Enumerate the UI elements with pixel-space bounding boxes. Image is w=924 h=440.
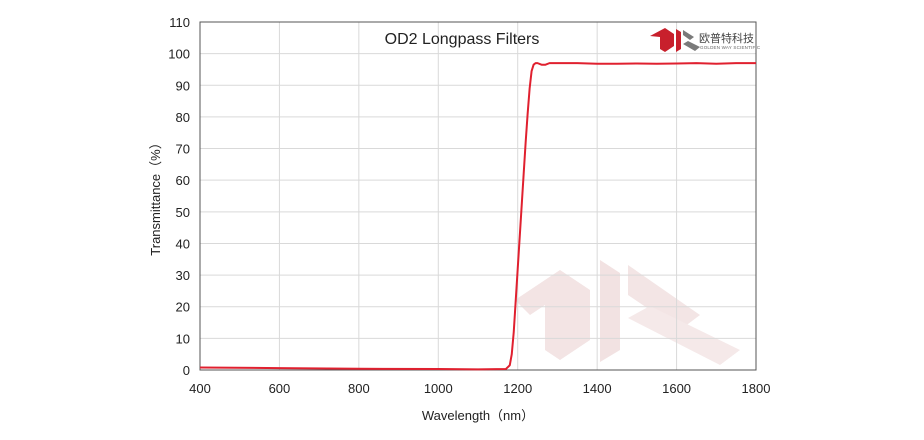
x-tick-label: 400 [189, 381, 211, 396]
x-axis-ticks: 400 600 800 1000 1200 1400 1600 1800 [189, 381, 770, 396]
y-tick-label: 110 [169, 15, 190, 30]
series-line-0 [199, 62, 756, 371]
y-tick-label: 100 [168, 47, 190, 62]
series-layer [199, 62, 756, 371]
chart-title: OD2 Longpass Filters [385, 31, 540, 48]
y-tick-label: 50 [176, 205, 190, 220]
y-axis-ticks: 0 10 20 30 40 50 60 70 80 90 100 110 [168, 15, 190, 378]
x-tick-label: 1200 [503, 381, 532, 396]
y-tick-label: 20 [176, 300, 190, 315]
brand-logo: 欧普特科技 GOLDEN WAY SCIENTIFIC [650, 28, 761, 52]
x-axis-title: Wavelength（nm） [422, 408, 534, 423]
y-tick-label: 10 [176, 331, 190, 346]
x-tick-label: 1000 [424, 381, 453, 396]
x-tick-label: 800 [348, 381, 370, 396]
logo-subtitle: GOLDEN WAY SCIENTIFIC [700, 45, 761, 50]
gridlines [200, 22, 756, 370]
x-tick-label: 1400 [583, 381, 612, 396]
x-tick-label: 1800 [742, 381, 771, 396]
y-axis-title: Transmittance（%） [148, 136, 163, 255]
y-tick-label: 40 [176, 236, 190, 251]
y-tick-label: 60 [176, 173, 190, 188]
x-tick-label: 1600 [662, 381, 691, 396]
y-tick-label: 30 [176, 268, 190, 283]
y-tick-label: 0 [183, 363, 190, 378]
watermark [515, 260, 740, 365]
y-tick-label: 70 [176, 142, 190, 157]
x-tick-label: 600 [269, 381, 291, 396]
y-tick-label: 90 [176, 78, 190, 93]
logo-name: 欧普特科技 [699, 31, 754, 45]
y-tick-label: 80 [176, 110, 190, 125]
logo-icon [650, 28, 700, 52]
